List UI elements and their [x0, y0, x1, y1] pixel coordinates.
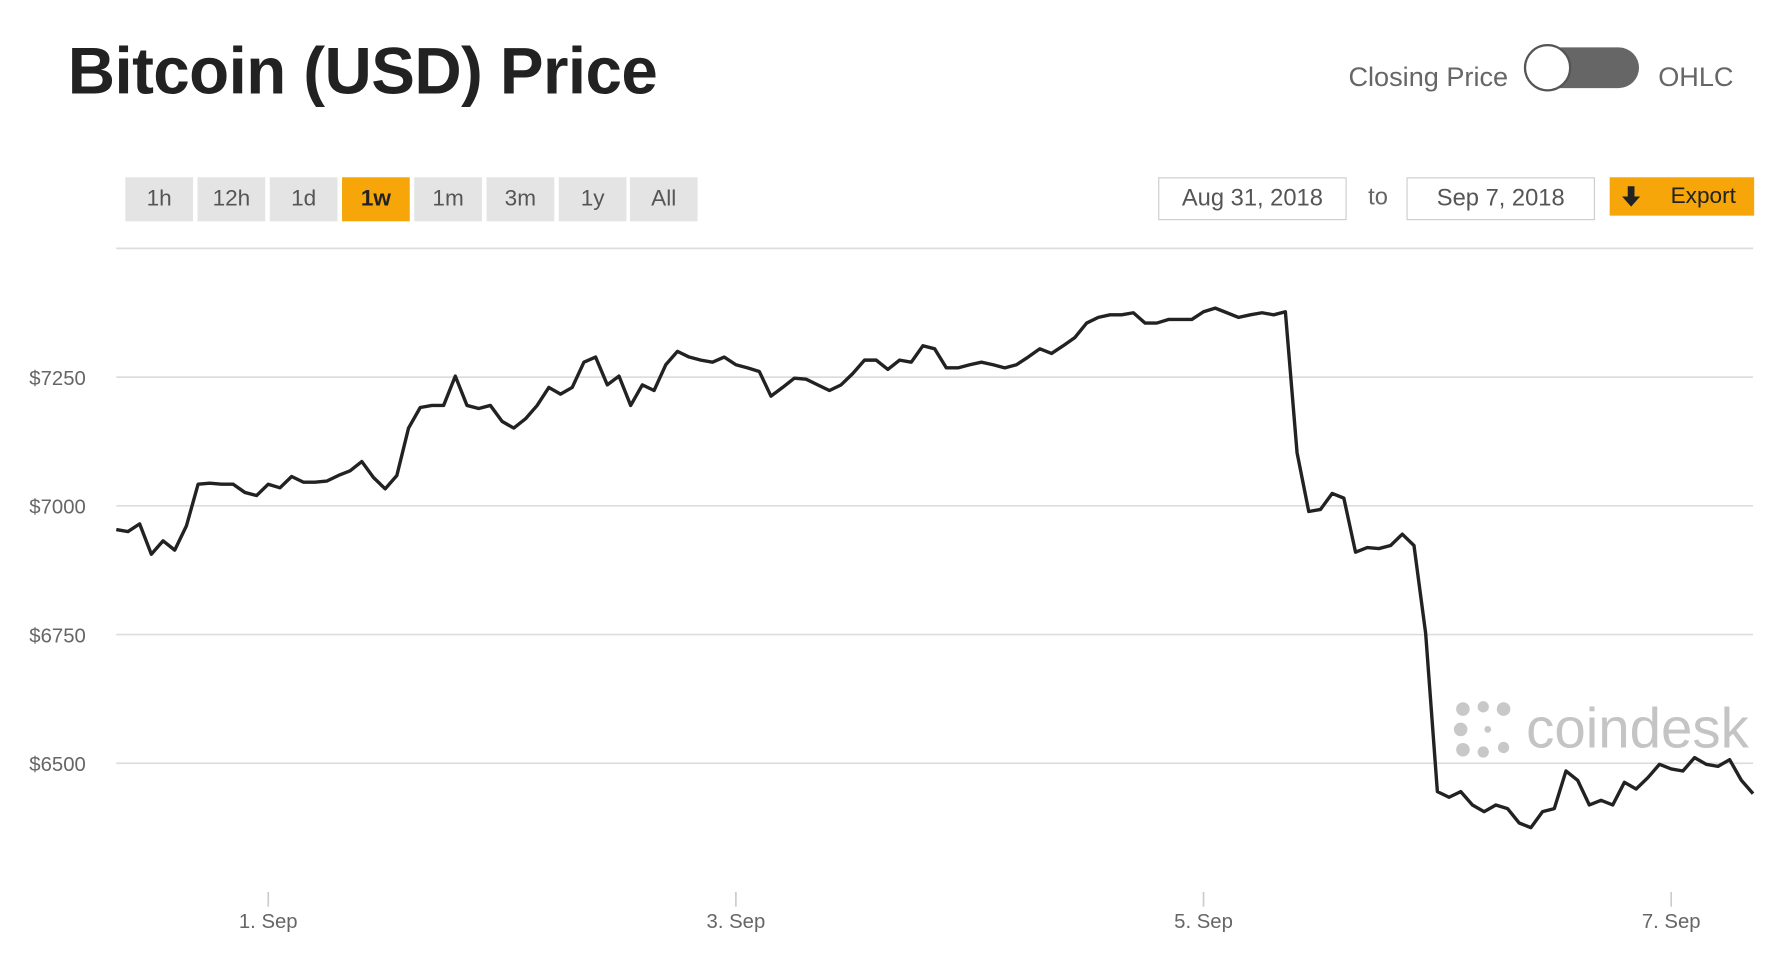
date-input[interactable]: Aug 31, 2018	[1158, 177, 1347, 221]
watermark-icon	[1453, 701, 1511, 758]
range-button[interactable]: 1w	[342, 177, 410, 222]
y-tick-label: $7000	[29, 497, 85, 519]
range-button[interactable]: 3m	[486, 177, 555, 222]
y-tick-label: $6750	[29, 625, 85, 647]
y-tick-label: $6500	[29, 754, 85, 776]
export-icon	[1622, 186, 1641, 207]
watermark: coindesk	[1526, 696, 1749, 759]
range-button[interactable]: All	[629, 177, 698, 222]
price-line	[115, 306, 1755, 830]
export-button[interactable]: Export	[1609, 177, 1755, 216]
range-button[interactable]: 1h	[125, 177, 194, 222]
x-tick-label: 5. Sep	[1174, 911, 1233, 933]
date-input[interactable]: Sep 7, 2018	[1406, 177, 1595, 221]
range-button[interactable]: 12h	[197, 177, 266, 222]
range-button[interactable]: 1m	[414, 177, 482, 222]
page-title: Bitcoin (USD) Price	[67, 35, 658, 109]
range-button[interactable]: 1y	[558, 177, 627, 222]
toggle-knob[interactable]	[1523, 44, 1572, 92]
range-button[interactable]: 1d	[269, 177, 338, 222]
x-tick-label: 3. Sep	[707, 911, 766, 933]
toggle-label[interactable]: Closing Price	[1348, 62, 1509, 93]
x-tick-label: 7. Sep	[1642, 911, 1701, 933]
y-tick-label: $7250	[29, 368, 85, 390]
date-separator: to	[1368, 184, 1388, 211]
x-tick-label: 1. Sep	[239, 911, 298, 933]
export-label[interactable]: Export	[1670, 184, 1736, 209]
toggle-label[interactable]: OHLC	[1658, 62, 1734, 93]
